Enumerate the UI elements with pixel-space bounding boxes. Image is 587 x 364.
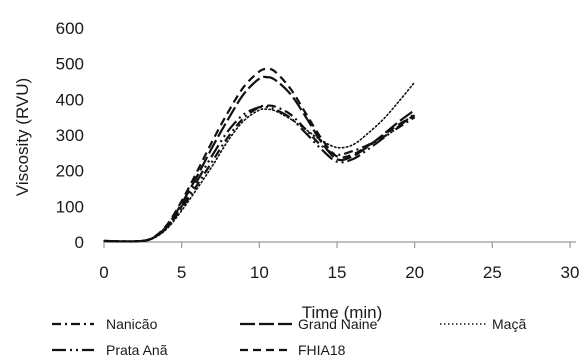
legend-label-nanicao: Nanicão <box>106 316 158 332</box>
x-tick-label: 15 <box>328 263 347 282</box>
legend-label-maca: Maçã <box>492 316 526 332</box>
y-tick-label: 600 <box>56 19 84 38</box>
legend: Nanicão Grand Naine Maçã Prata Anã FHIA18 <box>52 316 526 358</box>
x-tick-label: 20 <box>405 263 424 282</box>
y-tick-label: 100 <box>56 197 84 216</box>
x-tick-label: 25 <box>483 263 502 282</box>
series-line-prata-ana <box>103 105 416 243</box>
y-tick-label: 0 <box>75 233 84 252</box>
y-axis-title: Viscosity (RVU) <box>13 78 32 196</box>
x-tick-label: 5 <box>177 263 186 282</box>
legend-label-grand-naine: Grand Naine <box>298 316 378 332</box>
legend-label-fhia18: FHIA18 <box>298 342 346 358</box>
series-line-nanicao <box>103 104 416 243</box>
y-tick-label: 300 <box>56 126 84 145</box>
series-line-fhia18 <box>103 67 416 243</box>
y-tick-label: 500 <box>56 55 84 74</box>
legend-label-prata-ana: Prata Anã <box>106 342 168 358</box>
x-tick-label: 30 <box>561 263 580 282</box>
x-axis-title: Time (min) <box>302 303 383 322</box>
y-tick-label: 200 <box>56 162 84 181</box>
x-tick-label: 10 <box>250 263 269 282</box>
x-tick-label: 0 <box>99 263 108 282</box>
series-lines <box>103 67 416 243</box>
series-line-grand-naine <box>103 75 416 243</box>
y-tick-label: 400 <box>56 90 84 109</box>
